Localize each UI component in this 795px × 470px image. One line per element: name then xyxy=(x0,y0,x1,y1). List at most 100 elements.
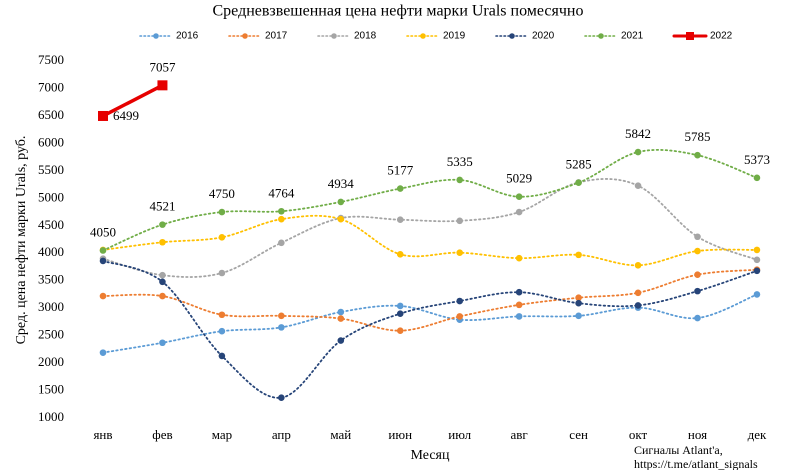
data-point xyxy=(337,315,345,322)
data-point xyxy=(694,287,701,295)
data-point xyxy=(278,312,285,320)
data-point xyxy=(515,254,523,262)
data-label: 4521 xyxy=(149,199,175,214)
data-label: 6499 xyxy=(113,108,139,123)
data-point xyxy=(575,251,582,259)
legend-marker xyxy=(598,33,604,39)
data-point xyxy=(159,278,166,286)
x-tick-label: фев xyxy=(152,427,172,442)
legend-label: 2021 xyxy=(621,31,644,42)
data-point xyxy=(278,394,285,401)
x-tick-label: май xyxy=(330,427,351,442)
data-point xyxy=(99,247,107,254)
data-label: 4050 xyxy=(90,224,116,239)
y-tick-label: 7500 xyxy=(38,52,64,67)
x-tick-label: июн xyxy=(388,427,412,442)
data-point xyxy=(753,256,761,264)
y-tick-label: 2000 xyxy=(38,354,64,369)
legend-label: 2020 xyxy=(532,31,555,42)
legend-marker xyxy=(242,33,248,39)
series-line xyxy=(102,260,758,399)
y-tick-label: 1500 xyxy=(38,382,64,397)
x-tick-label: мар xyxy=(212,427,232,442)
y-tick-label: 2500 xyxy=(38,327,64,342)
data-point xyxy=(157,80,168,91)
data-point xyxy=(337,308,345,316)
data-point xyxy=(159,221,166,228)
legend-marker xyxy=(331,33,337,39)
legend-label: 2019 xyxy=(443,31,466,42)
data-point xyxy=(456,217,464,225)
data-point xyxy=(575,179,582,186)
data-point xyxy=(337,198,345,206)
data-point xyxy=(753,174,761,182)
data-point xyxy=(694,151,701,159)
data-point xyxy=(159,238,166,246)
y-tick-label: 4000 xyxy=(38,244,64,259)
data-label: 5335 xyxy=(447,154,473,169)
data-point xyxy=(575,299,582,307)
data-point xyxy=(634,302,642,309)
data-point xyxy=(159,339,166,347)
data-point xyxy=(99,292,107,300)
legend-label: 2018 xyxy=(354,31,377,42)
legend-marker xyxy=(686,32,694,40)
chart-title: Средневзвешенная цена нефти марки Urals … xyxy=(213,3,584,20)
data-label: 5285 xyxy=(566,157,592,172)
data-point xyxy=(694,247,701,255)
data-label: 4934 xyxy=(328,176,355,191)
data-point xyxy=(694,314,701,322)
data-point xyxy=(337,215,345,223)
legend-label: 2022 xyxy=(710,31,733,42)
data-point xyxy=(396,302,404,310)
y-tick-label: 1000 xyxy=(38,409,64,424)
data-point xyxy=(753,291,761,298)
data-point xyxy=(634,289,642,297)
data-point xyxy=(396,327,404,334)
data-label: 5029 xyxy=(506,171,532,186)
data-point xyxy=(515,301,523,309)
data-point xyxy=(515,208,523,216)
data-point xyxy=(396,251,404,258)
data-point xyxy=(278,207,285,215)
data-point xyxy=(753,267,761,275)
data-point xyxy=(99,257,107,265)
data-label: 5842 xyxy=(625,126,651,141)
data-point xyxy=(515,313,523,320)
x-tick-label: янв xyxy=(93,427,112,442)
data-label: 4764 xyxy=(268,185,295,200)
legend-label: 2017 xyxy=(265,31,288,42)
y-axis-label: Сред. цена нефти марки Urals, руб. xyxy=(14,136,29,345)
data-label: 5177 xyxy=(387,163,414,178)
data-point xyxy=(515,193,523,201)
data-point xyxy=(456,313,464,320)
data-point xyxy=(218,352,226,360)
x-tick-label: окт xyxy=(629,427,648,442)
data-point xyxy=(278,215,285,223)
x-tick-label: апр xyxy=(272,427,291,442)
data-point xyxy=(456,249,464,256)
x-tick-label: авг xyxy=(511,427,528,442)
data-label: 5785 xyxy=(685,129,711,144)
series-line xyxy=(102,214,758,267)
y-tick-label: 3500 xyxy=(38,272,64,287)
legend-marker xyxy=(420,33,426,39)
data-point xyxy=(159,292,166,300)
data-point xyxy=(396,310,404,317)
annotation: Сигналы Atlant'a, xyxy=(634,443,723,457)
y-tick-label: 6500 xyxy=(38,107,64,122)
y-tick-label: 4500 xyxy=(38,217,64,232)
y-tick-label: 3000 xyxy=(38,299,64,314)
data-point xyxy=(575,312,582,320)
data-point xyxy=(515,288,523,296)
data-label: 7057 xyxy=(149,59,176,74)
data-point xyxy=(396,216,404,224)
y-tick-label: 5500 xyxy=(38,162,64,177)
annotation: https://t.me/atlant_signals xyxy=(634,457,758,470)
data-point xyxy=(218,269,226,277)
x-tick-label: июл xyxy=(448,427,471,442)
data-point xyxy=(634,182,642,189)
data-point xyxy=(456,176,464,184)
data-point xyxy=(218,234,226,241)
